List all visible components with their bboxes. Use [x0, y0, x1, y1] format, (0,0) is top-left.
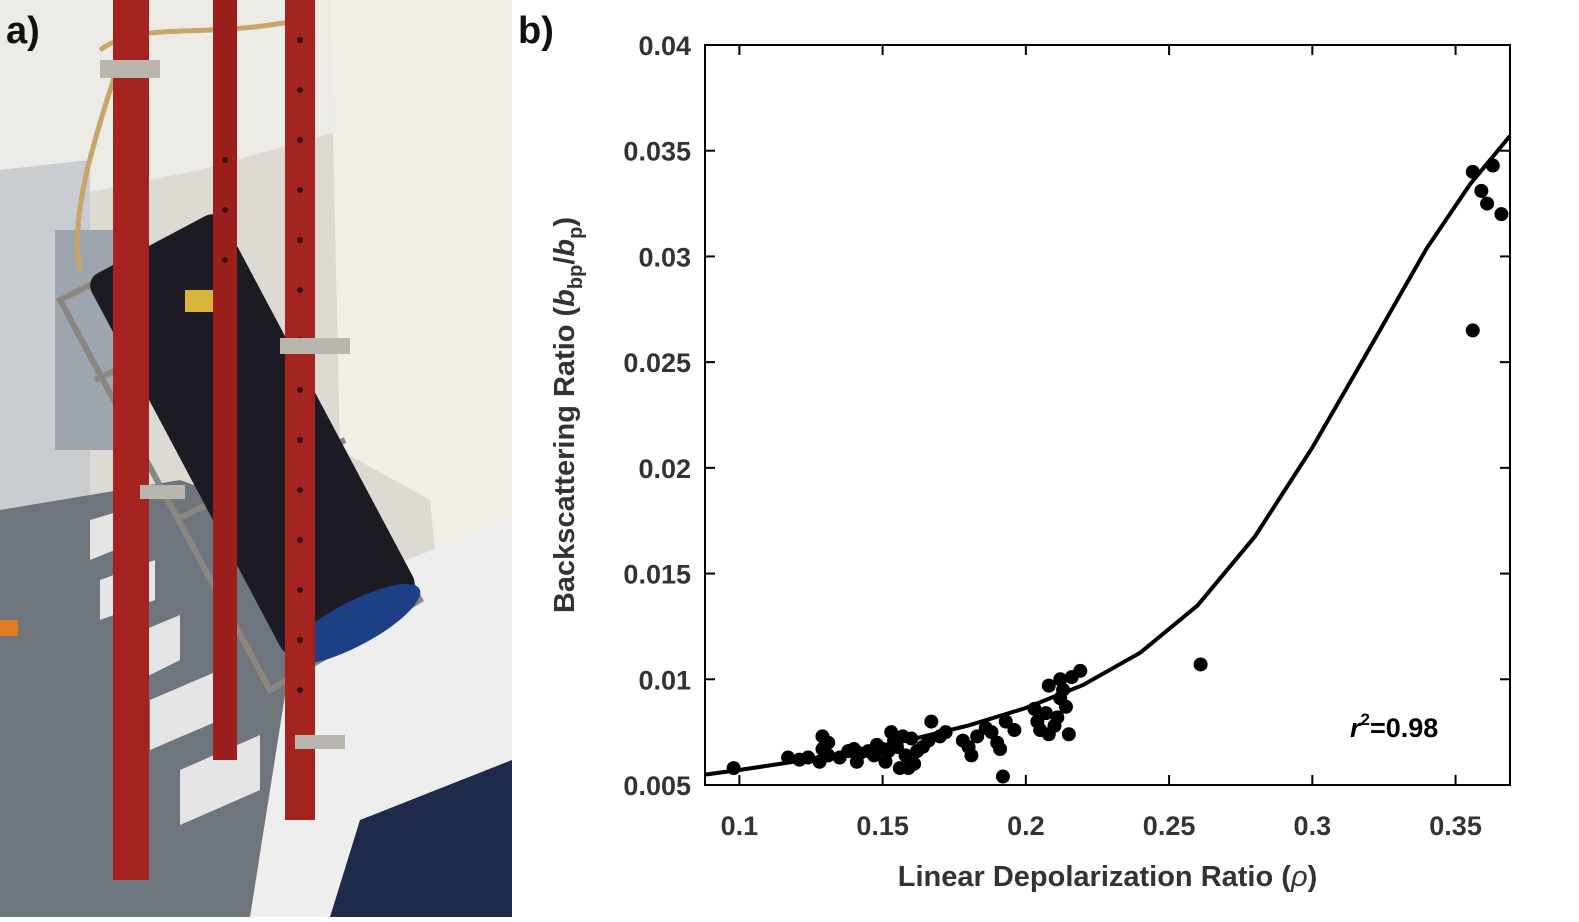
photo-illustration: [0, 0, 512, 917]
data-point: [938, 725, 953, 740]
y-tick-label: 0.025: [623, 348, 691, 378]
data-point: [726, 761, 741, 776]
r-squared-annotation: r2=0.98: [1350, 710, 1438, 743]
data-point: [964, 748, 979, 763]
bracket-4: [150, 670, 220, 750]
data-point: [821, 735, 836, 750]
bracket-5: [180, 735, 260, 825]
y-tick-label: 0.015: [623, 560, 691, 590]
data-point: [1480, 196, 1495, 211]
data-point: [1474, 183, 1489, 198]
red-pole-right: [285, 0, 315, 820]
pole-clamp-mid: [280, 338, 350, 354]
data-points: [726, 158, 1509, 784]
data-point: [1056, 682, 1071, 697]
data-point: [898, 748, 913, 763]
data-point: [1038, 706, 1053, 721]
data-point: [878, 754, 893, 769]
data-point: [801, 750, 816, 765]
x-tick-label: 0.3: [1294, 811, 1332, 841]
data-point: [984, 725, 999, 740]
data-point: [1058, 699, 1073, 714]
x-tick-label: 0.25: [1143, 811, 1196, 841]
x-tick-label: 0.1: [721, 811, 759, 841]
y-tick-label: 0.02: [638, 454, 691, 484]
data-point: [821, 748, 836, 763]
data-point: [921, 733, 936, 748]
data-point: [1465, 323, 1480, 338]
data-point: [781, 750, 796, 765]
data-point: [1061, 727, 1076, 742]
x-axis-label: Linear Depolarization Ratio (ρ): [898, 861, 1317, 893]
fit-curve: [704, 134, 1512, 777]
x-tick-label: 0.35: [1429, 811, 1482, 841]
pole-clamp-top: [100, 60, 160, 78]
plot-frame: [704, 44, 1511, 786]
instrument-photo: [0, 0, 512, 917]
data-point: [924, 714, 939, 729]
hull-dark: [330, 760, 512, 917]
data-point: [1193, 657, 1208, 672]
data-point: [1465, 164, 1480, 179]
rope-sling: [74, 59, 123, 271]
scatter-chart: 0.1 0.15 0.2 0.25 0.3 0.35 0.005 0.01 0.015 0.02 0…: [512, 0, 1579, 917]
data-point: [904, 731, 919, 746]
data-point: [995, 769, 1010, 784]
data-point: [889, 739, 904, 754]
pole-clamp-bottom: [295, 735, 345, 749]
pole-clamp-low: [140, 485, 185, 499]
y-tick-label: 0.035: [623, 137, 691, 167]
chart-svg: 0.1 0.15 0.2 0.25 0.3 0.35 0.005 0.01 0.015 0.02 0…: [549, 31, 1512, 893]
data-point: [1041, 678, 1056, 693]
panel-a-label: a): [6, 10, 40, 52]
y-tick-label: 0.005: [623, 771, 691, 801]
instrument-cylinder: [90, 214, 421, 665]
data-point: [1027, 701, 1042, 716]
y-tick-label: 0.04: [638, 31, 691, 61]
data-point: [1494, 207, 1509, 222]
y-axis-label: Backscattering Ratio (bbp/bp): [549, 217, 587, 613]
data-point: [1050, 710, 1065, 725]
y-tick-label: 0.03: [638, 242, 691, 272]
red-pole-left: [113, 0, 149, 880]
warning-label: [185, 290, 213, 312]
orange-object: [0, 620, 18, 636]
x-tick-label: 0.2: [1007, 811, 1045, 841]
x-tick-label: 0.15: [856, 811, 909, 841]
panel-b-label: b): [518, 10, 554, 52]
data-point: [998, 714, 1013, 729]
data-point: [970, 729, 985, 744]
data-point: [1053, 672, 1068, 687]
data-point: [993, 742, 1008, 757]
y-tick-label: 0.01: [638, 665, 691, 695]
data-point: [1073, 663, 1088, 678]
red-pole-middle: [213, 0, 237, 760]
data-point: [1485, 158, 1500, 173]
data-point: [907, 756, 922, 771]
data-point: [1007, 723, 1022, 738]
